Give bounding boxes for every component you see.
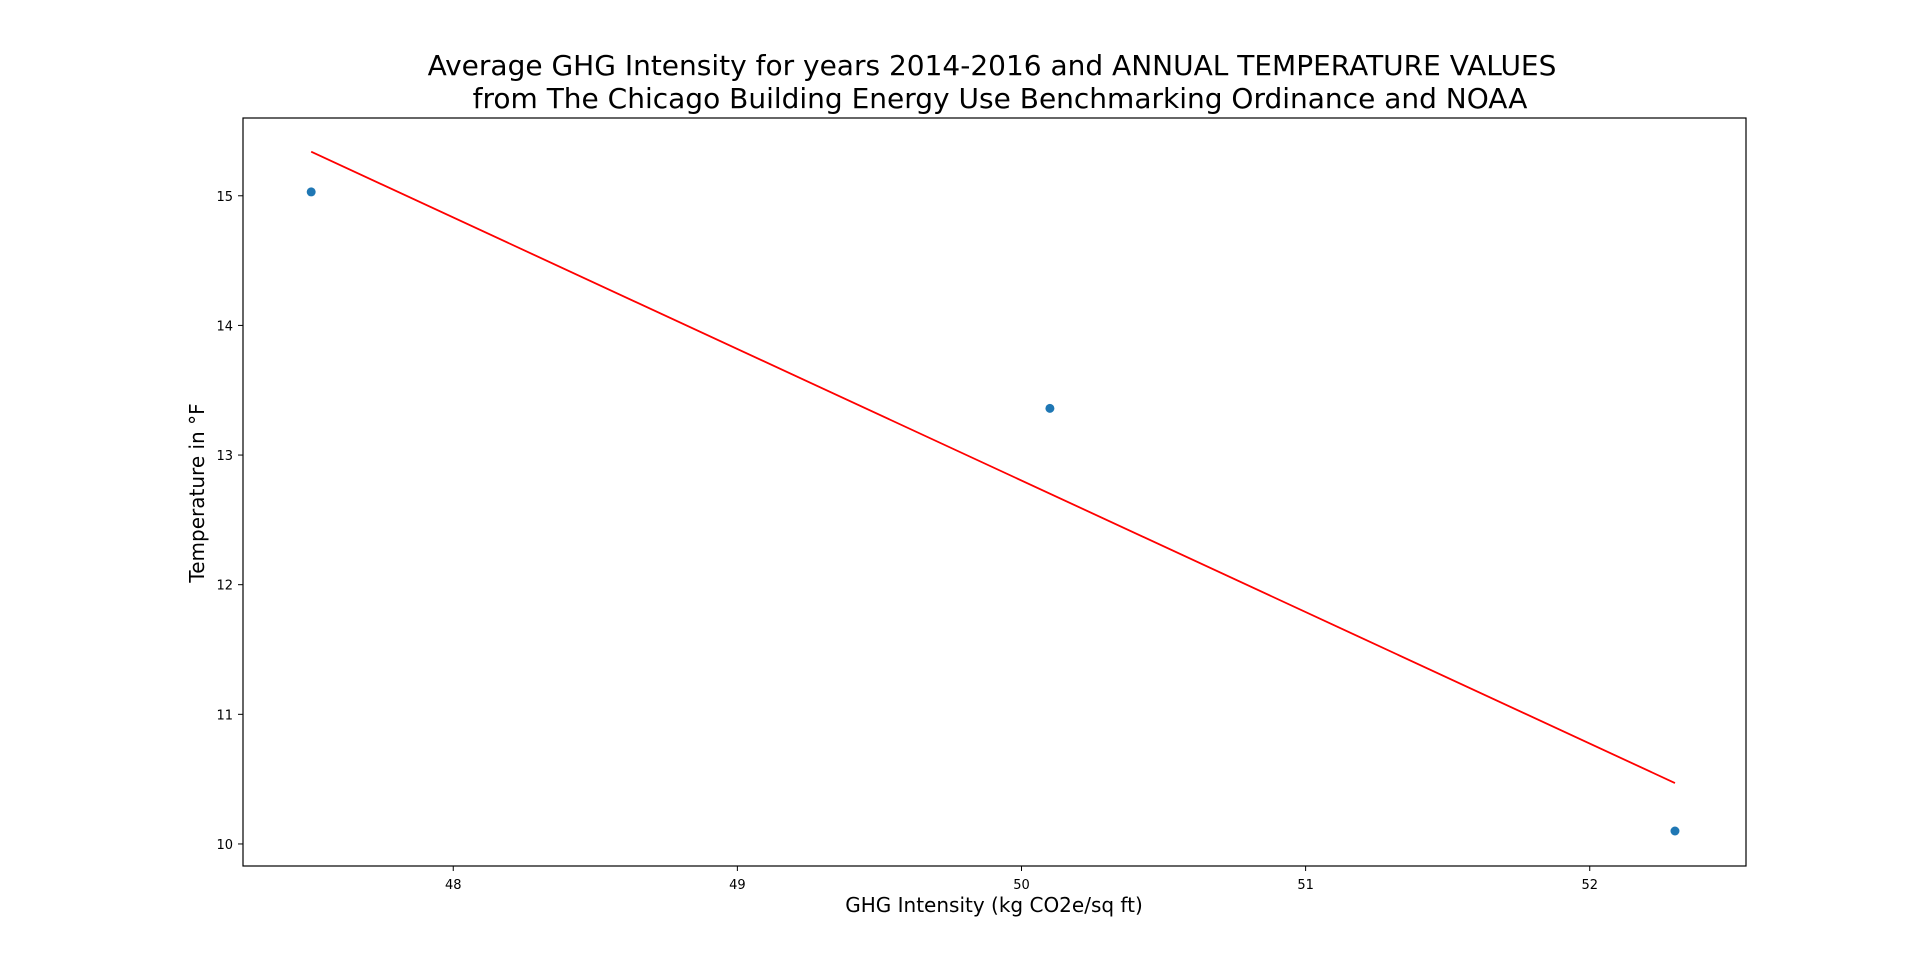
x-tick-label: 51 — [1297, 878, 1314, 893]
y-tick-label: 13 — [216, 449, 233, 464]
x-axis-label: GHG Intensity (kg CO2e/sq ft) — [845, 893, 1143, 917]
x-tick-label: 50 — [1013, 878, 1030, 893]
scatter-point-3 — [1670, 826, 1680, 836]
y-axis-label: Temperature in °F — [185, 403, 209, 583]
chart-title-line-1: Average GHG Intensity for years 2014-201… — [428, 49, 1557, 82]
scatter-point-2 — [1045, 403, 1055, 413]
y-tick-label: 11 — [216, 708, 233, 723]
plot-area — [306, 150, 1680, 836]
trend-line — [310, 150, 1676, 784]
x-tick-label: 48 — [445, 878, 462, 893]
y-tick-label: 14 — [216, 319, 233, 334]
x-tick-label: 52 — [1581, 878, 1598, 893]
y-tick-label: 15 — [216, 190, 233, 205]
scatter-point-1 — [306, 187, 316, 197]
y-axis-ticks: 10 11 12 13 14 15 — [216, 190, 243, 853]
x-axis-ticks: 48 49 50 51 52 — [445, 866, 1598, 893]
plot-frame — [242, 117, 1747, 867]
y-tick-label: 12 — [216, 579, 233, 594]
x-tick-label: 49 — [729, 878, 746, 893]
chart-title-line-2: from The Chicago Building Energy Use Ben… — [473, 82, 1528, 115]
y-tick-label: 10 — [216, 838, 233, 853]
